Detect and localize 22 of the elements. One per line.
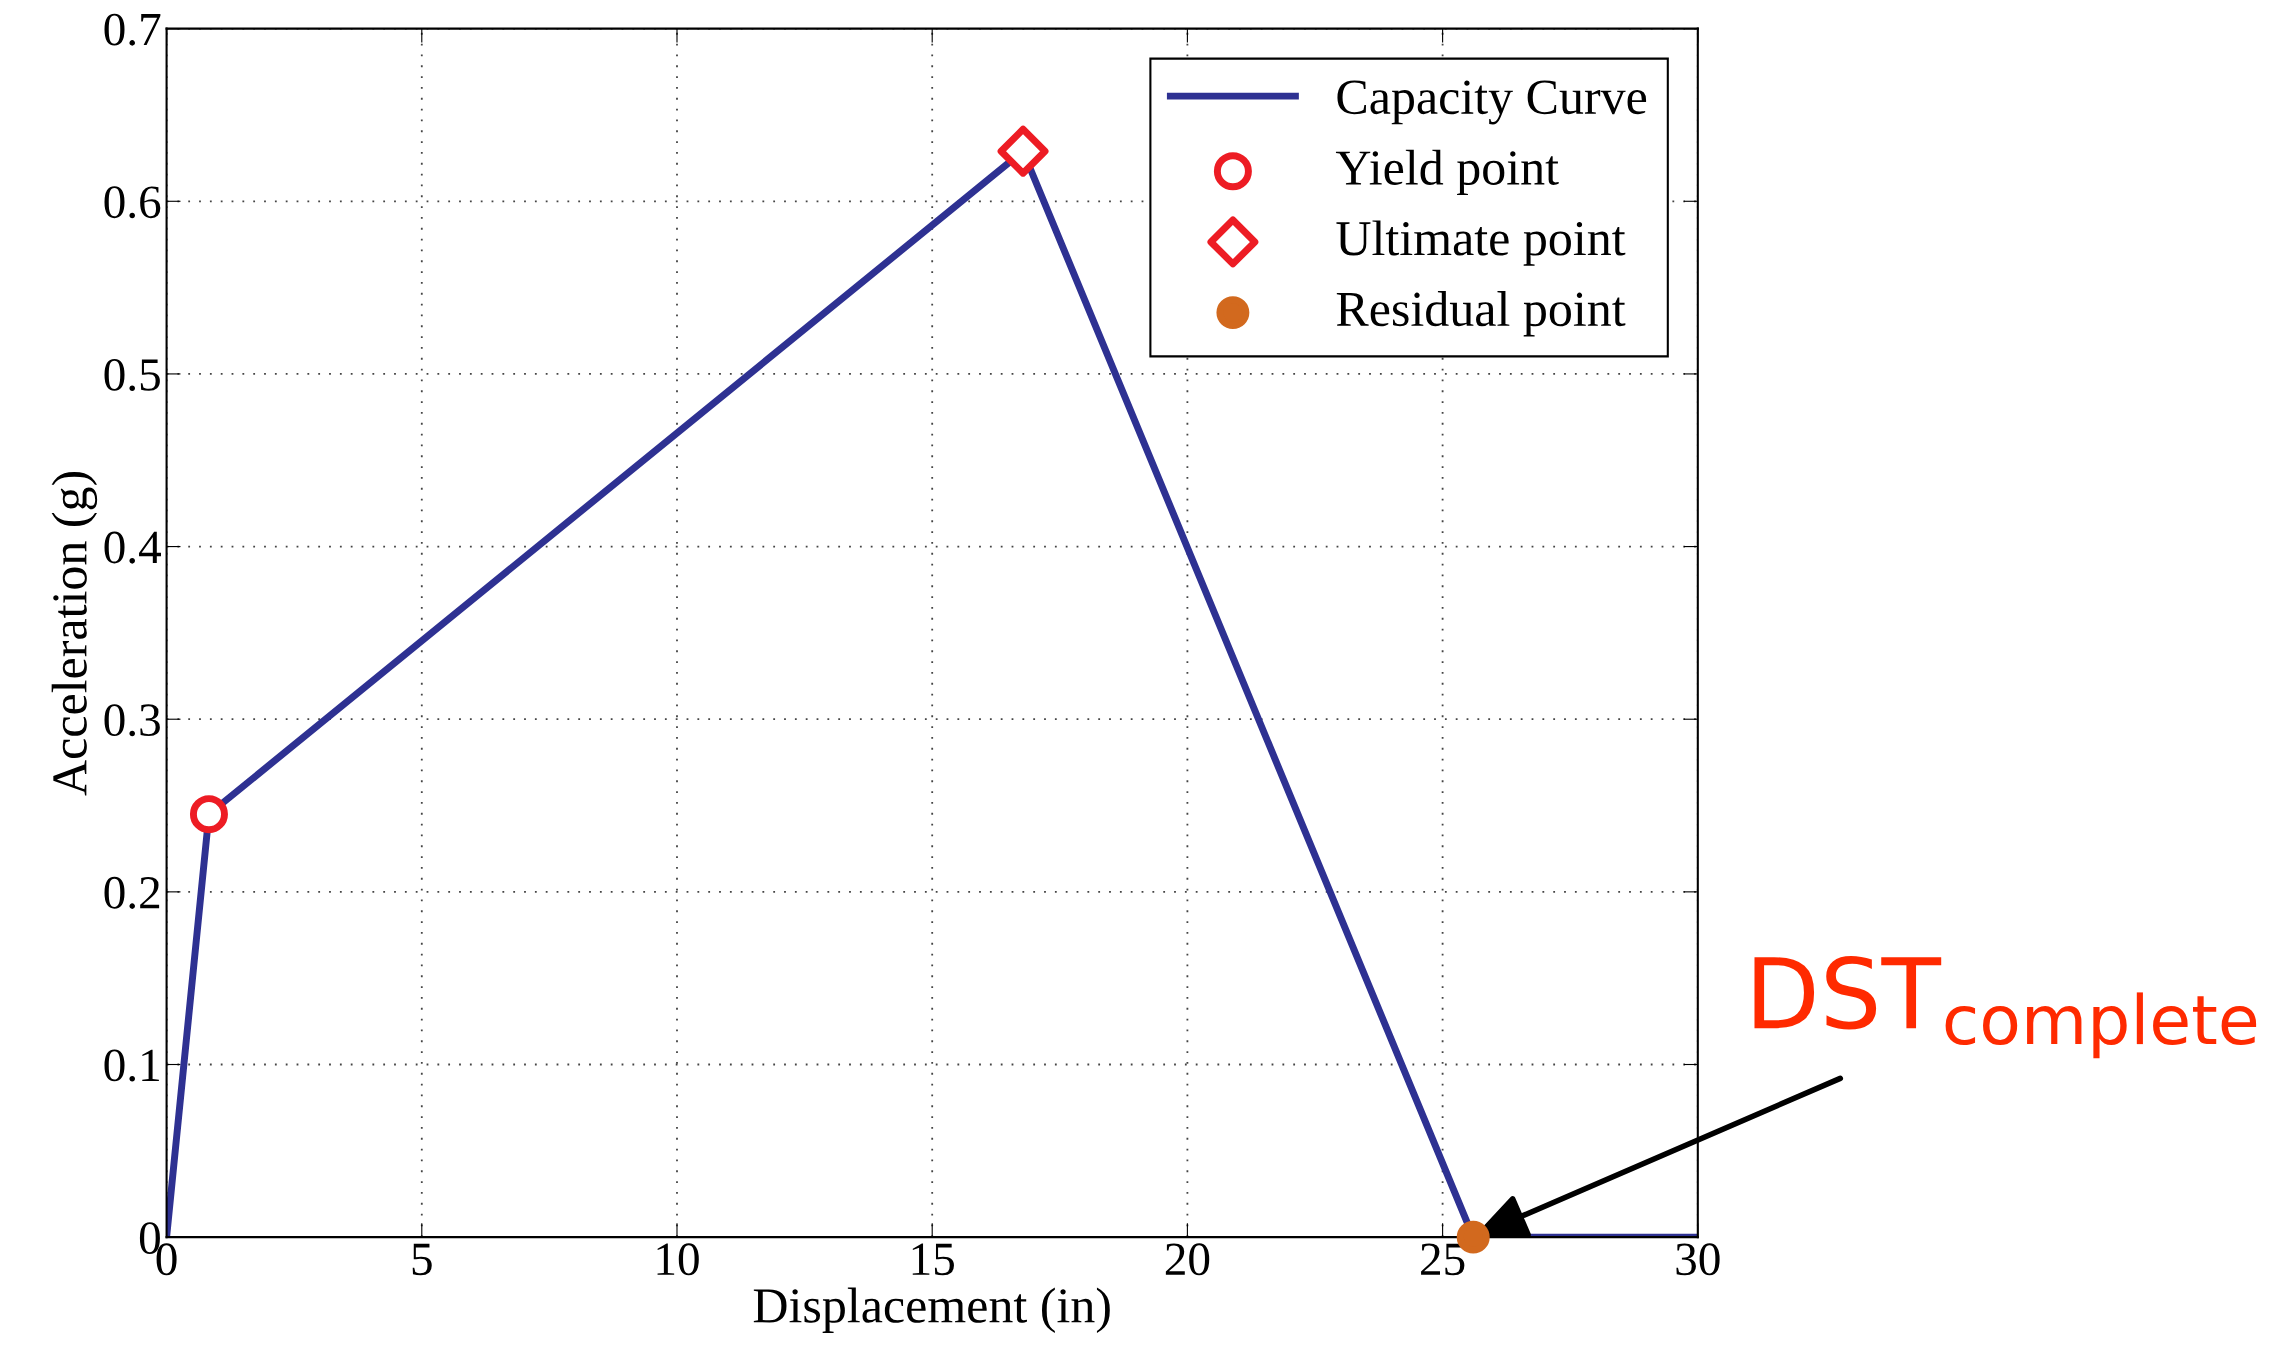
x-axis-title: Displacement (in)	[753, 1287, 1110, 1333]
point	[189, 795, 228, 834]
y-tick-label: 0.4	[104, 531, 161, 564]
legend-label: Residual point	[1336, 291, 1626, 337]
y-axis-title: Acceleration (g)	[51, 472, 98, 796]
annotation: DST$_{complete}$	[1754, 956, 2257, 1059]
y-tick-label: 0.6	[104, 186, 161, 219]
y-tick-label: 0.7	[104, 13, 161, 46]
x-tick-label: 15	[912, 1243, 954, 1276]
y-tick-label: 0.5	[104, 358, 160, 391]
y-tick-label: 0.1	[104, 1049, 159, 1082]
y-tick-label: 0.3	[104, 704, 160, 737]
legend-label: Ultimate point	[1336, 220, 1626, 266]
x-tick-label: 10	[657, 1243, 699, 1276]
x-tick-label: 20	[1165, 1243, 1210, 1276]
x-tick-label: 30	[1676, 1243, 1720, 1276]
point	[997, 125, 1049, 177]
legend-label: Capacity Curve	[1337, 80, 1647, 125]
y-tick-label: 0.2	[104, 876, 160, 909]
legend-label: Yield point	[1335, 149, 1559, 196]
x-tick-label: 5	[412, 1243, 432, 1276]
x-tick-label: 25	[1421, 1243, 1465, 1276]
